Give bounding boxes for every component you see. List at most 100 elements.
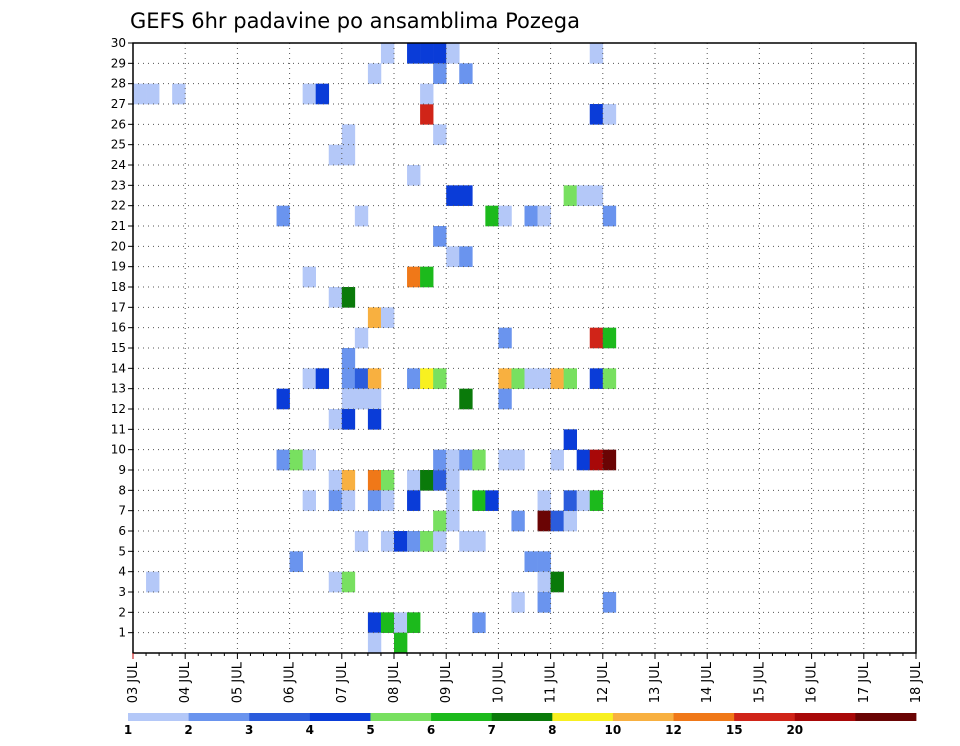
- heatmap-cell: [433, 43, 447, 64]
- heatmap-cell: [602, 205, 617, 227]
- heatmap-cell: [407, 470, 421, 491]
- x-tick-label: 03 JUL: [126, 661, 141, 703]
- heatmap-cell: [146, 571, 160, 593]
- x-axis: 03 JUL 04 JUL 05 JUL 06 JUL 07 JUL 08 JUL 09 J…: [126, 653, 924, 703]
- x-tick-label: 11 JUL: [544, 661, 559, 703]
- heatmap-cell: [446, 246, 460, 267]
- heatmap-cell: [394, 612, 408, 633]
- heatmap-cell: [511, 368, 525, 389]
- heatmap-cell: [498, 205, 512, 227]
- heatmap-cell: [420, 43, 434, 64]
- heatmap-cell: [589, 449, 604, 471]
- heatmap-cell: [328, 470, 343, 491]
- heatmap-cell: [472, 449, 486, 471]
- heatmap-cell: [498, 327, 512, 349]
- y-tick-label: 5: [118, 544, 126, 558]
- y-tick-label: 26: [111, 117, 126, 131]
- heatmap-cell: [315, 83, 330, 105]
- x-tick-label: 10 JUL: [491, 661, 506, 703]
- y-tick-label: 24: [111, 158, 126, 172]
- heatmap-cell: [172, 83, 186, 105]
- x-tick-label: 16 JUL: [805, 661, 820, 703]
- heatmap-cell: [354, 388, 369, 410]
- colorbar-label: 10: [605, 723, 622, 737]
- heatmap-cell: [407, 43, 421, 64]
- heatmap-cell: [328, 287, 343, 308]
- x-tick-label: 18 JUL: [909, 661, 924, 703]
- colorbar-label: 2: [184, 723, 192, 737]
- heatmap-cell: [446, 470, 460, 491]
- colorbar-swatch: [734, 713, 796, 721]
- colorbar-swatch: [855, 713, 917, 721]
- y-tick-label: 10: [111, 443, 126, 457]
- y-tick-label: 6: [118, 524, 126, 538]
- heatmap-cell: [328, 490, 343, 511]
- heatmap-cell: [407, 165, 421, 186]
- heatmap-cell: [341, 124, 356, 145]
- heatmap-cell: [537, 551, 551, 572]
- y-tick-label: 15: [111, 341, 126, 355]
- heatmap-cell: [354, 327, 369, 349]
- y-tick-label: 21: [111, 219, 126, 233]
- x-tick-label: 14 JUL: [700, 661, 715, 703]
- x-tick-label: 15 JUL: [752, 661, 767, 703]
- heatmap-cell: [380, 470, 395, 491]
- y-tick-label: 25: [111, 138, 126, 152]
- heatmap-cell: [367, 409, 382, 430]
- heatmap-cell: [485, 205, 499, 227]
- y-axis: 1234567891011121314151617181920212223242…: [111, 36, 133, 640]
- y-tick-label: 16: [111, 321, 126, 335]
- colorbar-label: 7: [488, 723, 496, 737]
- heatmap-cell: [589, 43, 604, 64]
- colorbar-label: 5: [366, 723, 374, 737]
- heatmap-cell: [341, 571, 356, 593]
- y-tick-label: 13: [111, 382, 126, 396]
- heatmap-cell: [289, 551, 303, 572]
- heatmap-cell: [602, 592, 617, 613]
- colorbar-swatch: [431, 713, 493, 721]
- heatmap-cell: [550, 368, 564, 389]
- x-tick-label: 06 JUL: [283, 661, 298, 703]
- heatmap-cell: [589, 368, 604, 389]
- heatmap-cell: [289, 449, 303, 471]
- heatmap-cell: [589, 104, 604, 125]
- heatmap-cell: [602, 104, 617, 125]
- heatmap-cell: [367, 470, 382, 491]
- y-tick-label: 27: [111, 97, 126, 111]
- y-tick-label: 29: [111, 56, 126, 70]
- heatmap-cell: [485, 490, 499, 511]
- heatmap-cell: [537, 510, 551, 532]
- heatmap-cells: [133, 43, 617, 654]
- heatmap-cell: [589, 490, 604, 511]
- heatmap-cell: [537, 368, 551, 389]
- y-tick-label: 23: [111, 178, 126, 192]
- heatmap-cell: [446, 185, 460, 206]
- y-tick-label: 28: [111, 77, 126, 91]
- heatmap-cell: [367, 368, 382, 389]
- heatmap-cell: [446, 449, 460, 471]
- heatmap-cell: [341, 388, 356, 410]
- heatmap-cell: [446, 510, 460, 532]
- colorbar-label: 3: [245, 723, 253, 737]
- heatmap-cell: [328, 409, 343, 430]
- heatmap-cell: [602, 327, 617, 349]
- y-tick-label: 7: [118, 504, 126, 518]
- heatmap-cell: [367, 388, 382, 410]
- colorbar-swatch: [794, 713, 856, 721]
- y-tick-label: 20: [111, 239, 126, 253]
- heatmap-cell: [394, 531, 408, 552]
- heatmap-cell: [146, 83, 160, 105]
- heatmap-cell: [420, 104, 434, 125]
- heatmap-cell: [407, 612, 421, 633]
- heatmap-cell: [524, 205, 538, 227]
- heatmap-cell: [550, 449, 564, 471]
- heatmap-cell: [602, 368, 617, 389]
- heatmap-cell: [472, 531, 486, 552]
- heatmap-cell: [420, 531, 434, 552]
- heatmap-cell: [276, 205, 290, 227]
- heatmap-cell: [537, 571, 551, 593]
- x-tick-label: 05 JUL: [230, 661, 245, 703]
- heatmap-cell: [328, 144, 343, 166]
- y-tick-label: 18: [111, 280, 126, 294]
